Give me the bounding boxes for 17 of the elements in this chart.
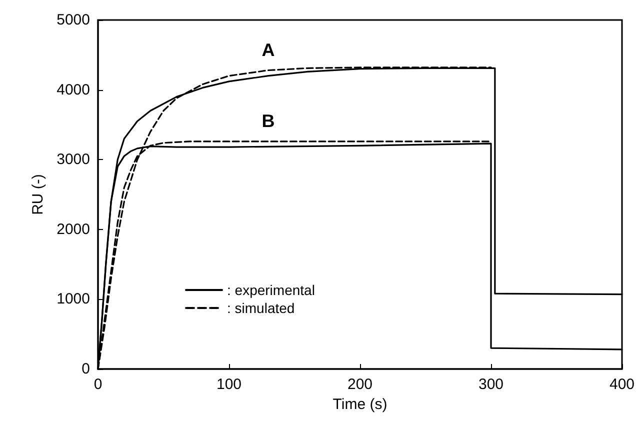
x-tick-label: 0 <box>94 376 102 393</box>
y-axis-title: RU (-) <box>30 174 47 215</box>
y-tick-label: 0 <box>82 360 90 378</box>
x-tick-label: 100 <box>216 376 242 393</box>
y-tick-label: 3000 <box>56 151 90 168</box>
y-tick-label: 2000 <box>56 220 90 238</box>
annotation: A <box>262 40 275 60</box>
x-tick-label: 200 <box>347 376 373 393</box>
legend-label: : simulated <box>227 300 295 316</box>
annotation: B <box>262 111 275 132</box>
legend-label: : experimental <box>227 282 315 298</box>
y-tick-label: 1000 <box>56 290 90 308</box>
x-axis-title: Time (s) <box>332 396 388 413</box>
x-tick-label: 400 <box>609 376 635 393</box>
x-tick-label: 300 <box>478 376 504 393</box>
y-tick-label: 4000 <box>56 81 90 98</box>
y-tick-label: 5000 <box>56 12 90 28</box>
